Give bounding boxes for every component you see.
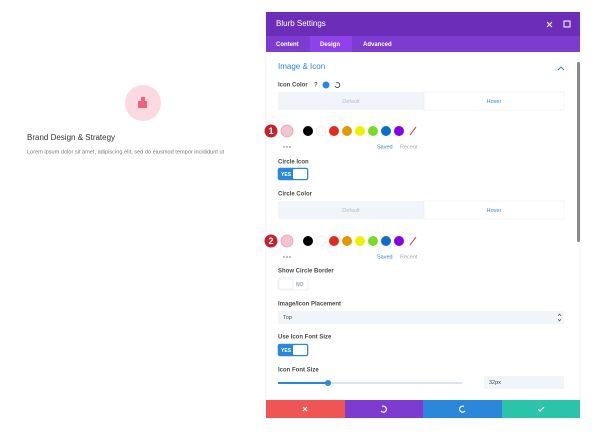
field-label: Circle Color — [278, 192, 313, 198]
active-tab-bg — [310, 36, 352, 52]
slider-track — [278, 382, 462, 384]
field-label: Icon Font Size — [278, 368, 319, 374]
field-label: Use Icon Font Size — [278, 335, 332, 341]
slider-handle[interactable] — [325, 380, 331, 386]
step-number: 1 — [268, 126, 273, 136]
color-swatch[interactable] — [381, 126, 391, 136]
color-swatch[interactable] — [315, 235, 327, 247]
tab[interactable]: Advanced — [363, 42, 392, 48]
more-dot[interactable] — [283, 146, 285, 148]
state-hover[interactable] — [423, 91, 565, 111]
recent-tab[interactable]: Recent — [400, 254, 418, 260]
close-button[interactable] — [546, 21, 553, 28]
toggle-text: YES — [281, 172, 292, 178]
toggle-knob — [293, 345, 307, 355]
toggle-text: NO — [296, 282, 304, 288]
step-number: 2 — [268, 236, 273, 246]
color-swatch[interactable] — [368, 236, 378, 246]
color-swatch[interactable] — [329, 126, 339, 136]
color-swatch[interactable] — [355, 236, 365, 246]
state-label: Default — [342, 99, 360, 105]
field-label: Show Circle Border — [278, 269, 334, 275]
tab[interactable]: Content — [276, 42, 299, 48]
color-swatch[interactable] — [368, 126, 378, 136]
state-hover[interactable] — [423, 200, 565, 220]
section-chevron[interactable] — [557, 66, 565, 71]
expand-button[interactable] — [563, 20, 571, 28]
no-color[interactable] — [409, 236, 417, 246]
modal-title: Blurb Settings — [276, 19, 326, 28]
state-default[interactable] — [278, 201, 424, 219]
slider-fill — [278, 382, 328, 384]
hover-icon[interactable] — [322, 81, 330, 89]
color-swatch[interactable] — [303, 126, 313, 136]
no-color[interactable] — [409, 126, 417, 136]
section-title[interactable]: Image & Icon — [278, 62, 325, 71]
more-dot[interactable] — [289, 146, 291, 148]
scrollbar — [577, 62, 580, 242]
modal-header — [266, 12, 580, 36]
color-picker[interactable] — [280, 124, 294, 138]
color-swatch[interactable] — [355, 126, 365, 136]
color-swatch[interactable] — [303, 236, 313, 246]
recent-tab[interactable]: Recent — [400, 144, 418, 150]
undo-button[interactable] — [345, 400, 423, 418]
state-default[interactable] — [278, 92, 424, 110]
state-label: Hover — [487, 208, 502, 214]
more-dot[interactable] — [283, 256, 285, 258]
toggle-knob — [278, 278, 294, 290]
number-input[interactable] — [484, 376, 564, 389]
blurb-title: Brand Design & Strategy — [27, 133, 115, 142]
save-button[interactable] — [502, 400, 580, 418]
color-swatch[interactable] — [342, 236, 352, 246]
saved-tab[interactable]: Saved — [377, 144, 393, 150]
saved-tab[interactable]: Saved — [377, 254, 393, 260]
more-dot[interactable] — [286, 146, 288, 148]
blurb-icon — [138, 97, 147, 108]
select-value: Top — [283, 315, 292, 321]
color-swatch[interactable] — [381, 236, 391, 246]
color-swatch[interactable] — [329, 236, 339, 246]
color-swatch[interactable] — [394, 126, 404, 136]
reset-icon[interactable] — [334, 82, 341, 88]
tab[interactable]: Design — [320, 42, 340, 48]
step-marker — [263, 233, 279, 249]
toggle-text: YES — [281, 348, 292, 354]
field-label: Image/Icon Placement — [278, 302, 341, 308]
color-picker[interactable] — [280, 234, 294, 248]
step-marker — [263, 123, 279, 139]
help-icon[interactable]: ? — [314, 83, 318, 89]
more-dot[interactable] — [286, 256, 288, 258]
toggle-knob — [293, 169, 307, 179]
input-value: 32px — [489, 380, 501, 386]
redo-button[interactable] — [423, 400, 502, 418]
footer-icons — [302, 405, 545, 413]
field-label: Icon Color — [278, 83, 308, 89]
more-dot[interactable] — [289, 256, 291, 258]
state-label: Default — [342, 208, 360, 214]
select[interactable] — [278, 311, 564, 324]
color-swatch[interactable] — [315, 125, 327, 137]
color-swatch[interactable] — [342, 126, 352, 136]
field-label: Circle Icon — [278, 160, 309, 166]
blurb-body: Lorem ipsum dolor sit amet, adipiscing e… — [27, 149, 225, 155]
select-arrows — [557, 313, 562, 322]
color-swatch[interactable] — [394, 236, 404, 246]
state-label: Hover — [487, 99, 502, 105]
